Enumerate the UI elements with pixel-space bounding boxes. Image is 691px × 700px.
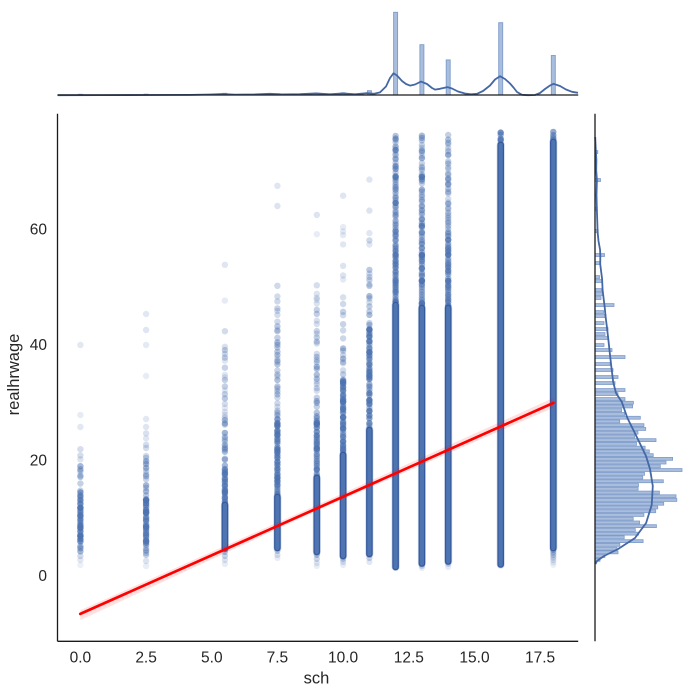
svg-text:12.5: 12.5 <box>394 650 424 667</box>
svg-text:0: 0 <box>38 568 47 585</box>
svg-text:5.0: 5.0 <box>201 650 223 667</box>
svg-text:17.5: 17.5 <box>525 650 555 667</box>
svg-text:realhrwage: realhrwage <box>5 334 23 416</box>
svg-text:20: 20 <box>30 453 48 470</box>
svg-text:sch: sch <box>304 670 330 688</box>
svg-text:40: 40 <box>30 337 48 354</box>
svg-text:0.0: 0.0 <box>70 650 92 667</box>
svg-text:60: 60 <box>30 222 48 239</box>
svg-text:10.0: 10.0 <box>328 650 359 667</box>
svg-text:2.5: 2.5 <box>135 650 157 667</box>
svg-text:15.0: 15.0 <box>459 650 490 667</box>
svg-text:7.5: 7.5 <box>267 650 289 667</box>
